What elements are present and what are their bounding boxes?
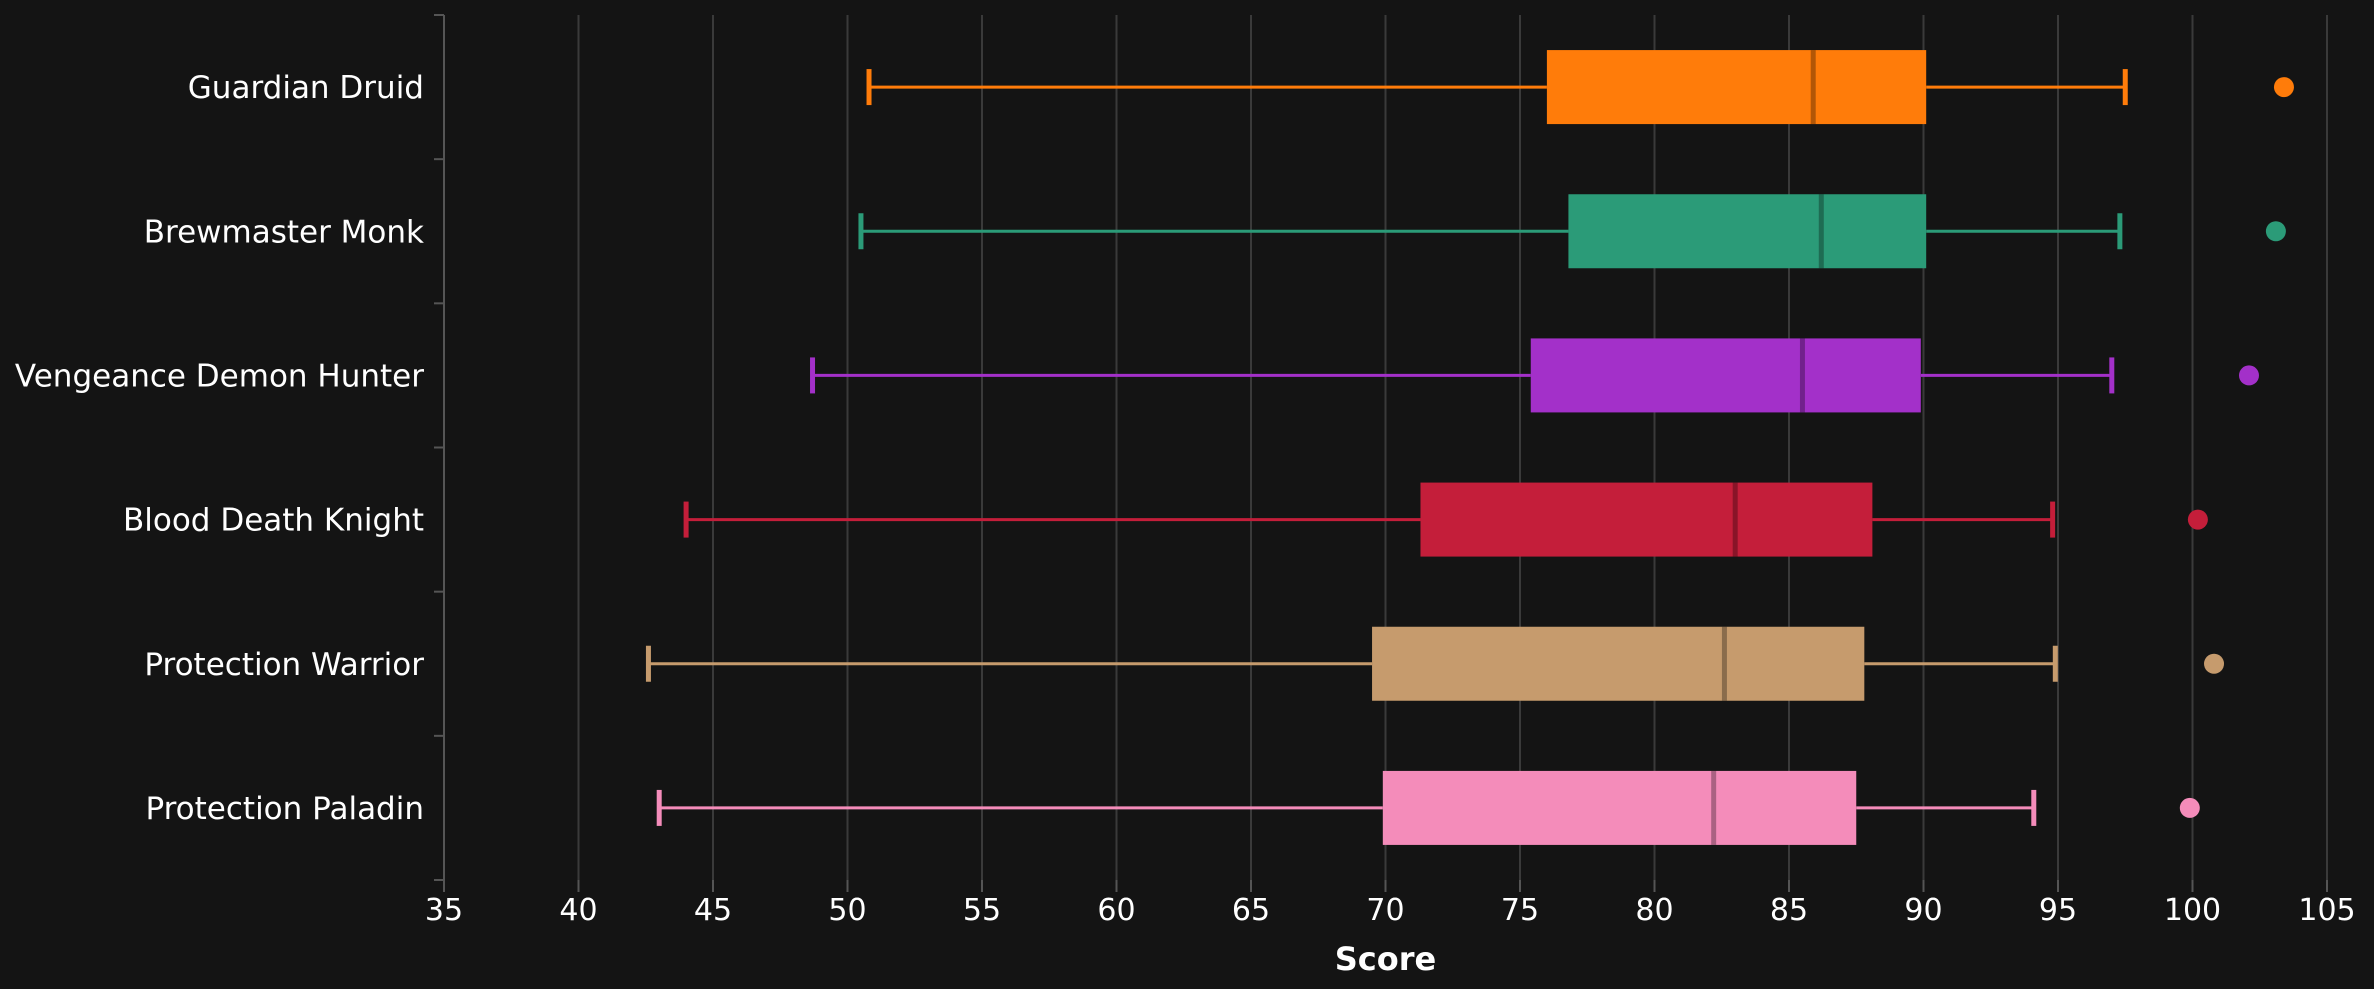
- x-tick-label: 35: [425, 893, 463, 928]
- axes: [434, 14, 2328, 892]
- x-tick-label: 105: [2298, 893, 2355, 928]
- category-label: Protection Paladin: [145, 791, 424, 827]
- box-blood-death-knight: [683, 482, 2208, 557]
- box-protection-warrior: [645, 626, 2225, 701]
- box-vengeance-demon-hunter: [810, 338, 2259, 413]
- box-brewmaster-monk: [858, 194, 2286, 269]
- x-tick-label: 65: [1232, 893, 1270, 928]
- iqr-box: [1530, 338, 1921, 413]
- iqr-box: [1420, 482, 1873, 557]
- iqr-box: [1372, 626, 1865, 701]
- category-label: Protection Warrior: [144, 647, 424, 683]
- x-tick-label: 70: [1366, 893, 1404, 928]
- x-axis-title: Score: [1335, 940, 1436, 978]
- outlier-point: [2187, 509, 2208, 530]
- box-guardian-druid: [866, 50, 2294, 125]
- labels: 35 40 45 50 55 60 65 70 75 80 85 90 95 100 105 Guardian…: [15, 70, 2356, 928]
- x-tick-label: 90: [1904, 893, 1942, 928]
- x-tick-label: 100: [2164, 893, 2221, 928]
- x-tick-label: 85: [1770, 893, 1808, 928]
- category-label: Guardian Druid: [188, 70, 424, 106]
- box-protection-paladin: [656, 770, 2200, 845]
- x-tick-label: 55: [963, 893, 1001, 928]
- grid-lines: [577, 15, 2328, 880]
- outlier-point: [2265, 221, 2286, 242]
- category-label: Vengeance Demon Hunter: [15, 358, 424, 394]
- box-series: [645, 50, 2294, 845]
- category-label: Brewmaster Monk: [144, 214, 424, 250]
- x-tick-label: 50: [828, 893, 866, 928]
- x-tick-label: 40: [559, 893, 597, 928]
- x-tick-label: 45: [694, 893, 732, 928]
- x-tick-label: 60: [1097, 893, 1135, 928]
- outlier-point: [2238, 365, 2259, 386]
- iqr-box: [1568, 194, 1927, 269]
- outlier-point: [2179, 797, 2200, 818]
- outlier-point: [2204, 653, 2225, 674]
- category-label: Blood Death Knight: [123, 503, 424, 539]
- outlier-point: [2273, 77, 2294, 98]
- iqr-box: [1546, 50, 1927, 125]
- iqr-box: [1382, 770, 1857, 845]
- x-tick-label: 75: [1501, 893, 1539, 928]
- x-tick-label: 95: [2039, 893, 2077, 928]
- x-tick-label: 80: [1635, 893, 1673, 928]
